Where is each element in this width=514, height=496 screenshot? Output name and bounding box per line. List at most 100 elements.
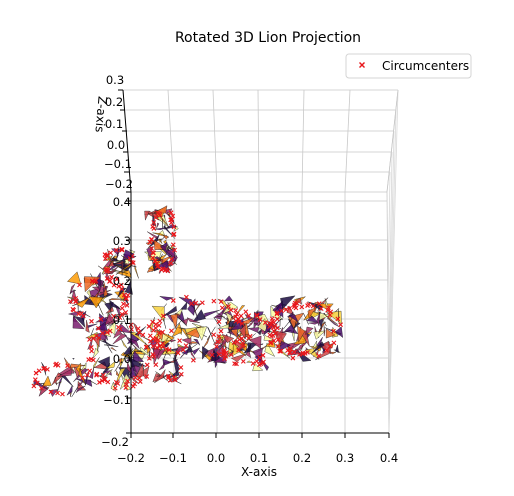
circumcenter-marker bbox=[156, 211, 162, 217]
circumcenter-marker bbox=[94, 333, 99, 339]
mesh-triangle bbox=[243, 343, 251, 354]
mesh-triangle bbox=[162, 234, 169, 240]
circumcenter-marker bbox=[155, 340, 161, 345]
mesh-triangle bbox=[160, 245, 164, 247]
mesh-triangle bbox=[186, 317, 200, 323]
mesh-triangle bbox=[335, 344, 339, 353]
circumcenter-marker bbox=[150, 343, 156, 349]
mesh-triangle bbox=[170, 313, 178, 330]
circumcenter-marker bbox=[60, 391, 65, 397]
circumcenter-marker bbox=[160, 329, 165, 335]
mesh-triangle bbox=[88, 296, 104, 309]
circumcenter-marker bbox=[170, 242, 176, 248]
circumcenter-marker bbox=[104, 330, 110, 335]
mesh-triangle bbox=[173, 357, 180, 374]
circumcenter-marker bbox=[331, 340, 337, 346]
circumcenter-marker bbox=[89, 318, 94, 324]
x-axis-label: X-axis bbox=[241, 465, 277, 479]
circumcenter-marker bbox=[151, 226, 157, 231]
mesh-triangle bbox=[229, 323, 234, 338]
mesh-triangle bbox=[323, 313, 338, 325]
mesh-triangle bbox=[294, 341, 309, 356]
circumcenter-marker bbox=[76, 311, 82, 317]
grid-line bbox=[386, 89, 399, 193]
z-axis-line bbox=[122, 89, 132, 193]
grid-line bbox=[301, 89, 305, 193]
circumcenter-marker bbox=[274, 310, 280, 316]
circumcenter-marker bbox=[119, 305, 125, 311]
grid-line bbox=[212, 89, 218, 193]
circumcenter-marker bbox=[48, 389, 54, 395]
mesh-triangle bbox=[169, 339, 176, 343]
mesh-triangle bbox=[169, 374, 183, 382]
grid-line bbox=[167, 89, 175, 193]
circumcenter-marker bbox=[171, 224, 177, 230]
mesh-triangle bbox=[307, 306, 317, 319]
y-tick-label: 0.2 bbox=[113, 274, 131, 288]
z-tick-label: 0.0 bbox=[107, 138, 125, 152]
mesh-triangle bbox=[323, 325, 326, 337]
grid-line bbox=[388, 89, 399, 434]
circumcenter-marker bbox=[218, 299, 224, 305]
circumcenter-marker bbox=[103, 256, 108, 262]
x-tick-label: 0.1 bbox=[250, 451, 268, 465]
circumcenter-marker bbox=[290, 355, 296, 361]
circumcenter-marker bbox=[234, 311, 240, 317]
mesh-triangle bbox=[75, 297, 90, 308]
y-tick-label: 0.0 bbox=[113, 352, 131, 366]
circumcenter-marker bbox=[167, 377, 173, 383]
mesh-triangle bbox=[313, 340, 318, 349]
circumcenter-marker bbox=[164, 346, 169, 352]
legend-label: Circumcenters bbox=[382, 59, 469, 73]
mesh-triangle bbox=[173, 319, 183, 330]
mesh-triangle bbox=[182, 318, 189, 326]
circumcenter-marker bbox=[267, 324, 272, 329]
circumcenter-marker bbox=[114, 276, 120, 282]
circumcenter-marker bbox=[73, 298, 79, 304]
circumcenter-marker bbox=[275, 337, 281, 343]
mesh-triangle bbox=[109, 299, 122, 310]
grid-line bbox=[388, 109, 397, 411]
mesh-triangle bbox=[257, 329, 262, 336]
circumcenter-marker bbox=[279, 308, 284, 314]
mesh-triangle bbox=[166, 247, 175, 259]
circumcenter-marker bbox=[140, 332, 146, 338]
circumcenter-marker bbox=[160, 341, 166, 347]
x-tick-label: −0.2 bbox=[117, 451, 145, 465]
circumcenter-marker bbox=[310, 303, 316, 309]
mesh-triangle bbox=[297, 325, 306, 343]
mesh-triangle bbox=[245, 319, 256, 329]
mesh-triangle bbox=[162, 347, 169, 361]
circumcenter-marker bbox=[149, 246, 155, 251]
circumcenter-marker bbox=[285, 347, 291, 353]
circumcenter-marker bbox=[328, 309, 334, 315]
circumcenter-marker bbox=[53, 362, 58, 368]
circumcenter-marker bbox=[104, 276, 110, 281]
circumcenter-marker bbox=[268, 333, 274, 339]
circumcenter-marker bbox=[147, 333, 153, 339]
mesh-triangle bbox=[53, 376, 58, 386]
mesh-triangle bbox=[113, 264, 129, 269]
circumcenter-marker bbox=[125, 378, 130, 384]
circumcenter-marker bbox=[283, 307, 289, 312]
z-tick-label: 0.2 bbox=[105, 95, 123, 109]
z-tick-label: −0.2 bbox=[105, 177, 133, 191]
circumcenter-marker bbox=[183, 294, 189, 300]
circumcenter-marker bbox=[234, 339, 240, 344]
y-tick-label: 0.4 bbox=[113, 195, 131, 209]
circumcenter-marker bbox=[220, 352, 226, 357]
mesh-triangle bbox=[192, 347, 200, 355]
circumcenter-marker bbox=[151, 327, 156, 333]
mesh-triangle bbox=[171, 322, 183, 338]
mesh-triangle bbox=[293, 320, 297, 333]
circumcenter-marker bbox=[316, 353, 322, 359]
circumcenter-marker bbox=[77, 282, 82, 288]
mesh-triangle bbox=[310, 341, 325, 354]
mesh-triangle bbox=[217, 298, 230, 311]
mesh-triangle bbox=[316, 311, 321, 327]
circumcenter-marker bbox=[211, 298, 217, 304]
legend: Circumcenters bbox=[345, 53, 472, 79]
mesh-triangle bbox=[64, 357, 77, 374]
circumcenter-marker bbox=[168, 210, 174, 216]
circumcenter-marker bbox=[39, 385, 44, 391]
